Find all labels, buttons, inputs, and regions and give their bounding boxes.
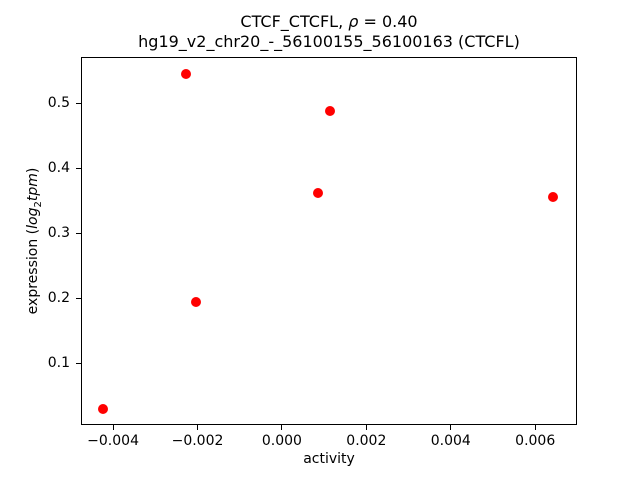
- x-axis-label: activity: [303, 451, 355, 467]
- title-suffix: = 0.40: [358, 12, 418, 31]
- ylabel-log: log: [25, 207, 41, 229]
- y-tick-mark: [76, 297, 81, 299]
- scatter-point: [313, 187, 324, 198]
- ylabel-suffix: ): [25, 167, 41, 174]
- plot-area: [81, 57, 577, 425]
- y-tick-mark: [76, 102, 81, 104]
- y-tick-label: 0.1: [47, 355, 70, 372]
- x-tick-label: −0.004: [87, 433, 139, 449]
- x-tick-mark: [450, 425, 452, 430]
- y-tick-mark: [76, 362, 81, 364]
- y-tick-mark: [76, 232, 81, 234]
- x-tick-label: 0.006: [515, 433, 556, 449]
- scatter-point: [548, 191, 559, 202]
- x-tick-label: 0.004: [430, 433, 471, 449]
- x-tick-label: −0.002: [171, 433, 224, 449]
- x-tick-mark: [197, 425, 198, 430]
- chart-subtitle: hg19_v2_chr20_-_56100155_56100163 (CTCFL…: [138, 32, 520, 51]
- y-axis-label: expression (log2tpm): [25, 167, 44, 315]
- scatter-point: [97, 404, 108, 415]
- x-tick-mark: [281, 425, 283, 430]
- y-tick-label: 0.2: [47, 290, 70, 307]
- rho-symbol: ρ: [348, 12, 359, 31]
- y-tick-label: 0.3: [47, 225, 70, 242]
- ylabel-tpm: tpm: [25, 173, 41, 202]
- ylabel-subscript: 2: [32, 201, 44, 208]
- x-tick-label: 0.002: [346, 433, 387, 449]
- chart-title: CTCF_CTCFL, ρ = 0.40 hg19_v2_chr20_-_561…: [81, 12, 577, 52]
- y-tick-mark: [76, 167, 81, 169]
- x-tick-label: 0.000: [261, 433, 302, 449]
- title-prefix: CTCF_CTCFL,: [240, 12, 349, 31]
- x-tick-mark: [365, 425, 367, 430]
- x-tick-mark: [534, 425, 536, 430]
- scatter-point: [181, 68, 192, 79]
- ylabel-prefix: expression (: [25, 228, 41, 315]
- x-tick-mark: [112, 425, 114, 430]
- scatter-point: [325, 105, 336, 116]
- scatter-point: [191, 297, 202, 308]
- y-tick-label: 0.5: [47, 95, 70, 112]
- y-tick-label: 0.4: [47, 160, 70, 177]
- chart-title-line1: CTCF_CTCFL, ρ = 0.40: [81, 12, 577, 32]
